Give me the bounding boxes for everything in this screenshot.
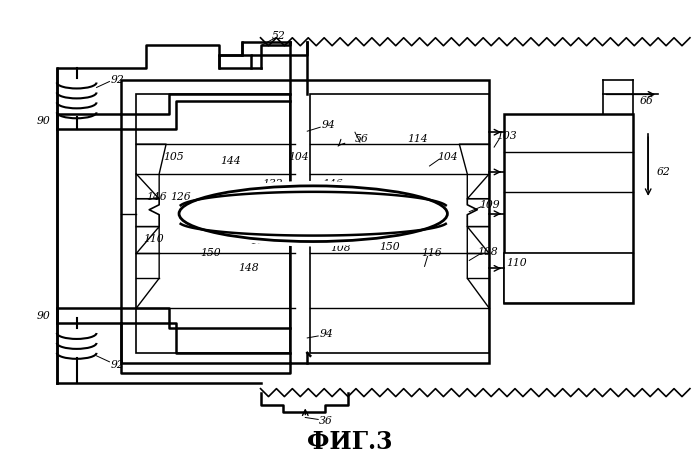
Text: 108: 108 [477,248,498,257]
Text: 105: 105 [163,152,183,162]
Text: 103: 103 [496,131,517,141]
Bar [504,114,633,303]
Text: 114: 114 [408,134,428,144]
Text: 109: 109 [479,200,500,210]
Bar [504,254,633,303]
Text: 150: 150 [380,241,400,251]
Bar [122,80,489,363]
Bar [136,95,290,353]
Text: 56: 56 [355,134,369,144]
Ellipse shape [174,181,452,246]
Text: 110: 110 [507,258,527,268]
Text: 146: 146 [322,179,343,189]
Text: 110: 110 [143,234,164,244]
Text: 104: 104 [288,152,309,162]
Text: 94: 94 [322,120,335,130]
Bar [310,95,489,353]
Text: 92: 92 [110,74,124,85]
Text: 132: 132 [262,179,283,189]
Text: 150: 150 [201,249,221,259]
Text: 128: 128 [212,227,233,237]
Text: 116: 116 [421,249,442,259]
Text: 148: 148 [238,263,259,273]
Text: 146: 146 [146,192,166,202]
Text: 90: 90 [37,116,51,126]
Text: 108: 108 [330,244,350,254]
Text: 62: 62 [656,167,670,177]
Text: 90: 90 [37,311,51,321]
Text: 94: 94 [319,329,333,339]
Ellipse shape [179,186,447,242]
Text: 134: 134 [292,232,312,242]
Text: 144: 144 [220,156,241,166]
Text: 66: 66 [640,96,653,106]
Text: 126: 126 [171,192,192,202]
Text: 92: 92 [110,360,124,370]
Text: 104: 104 [437,152,458,162]
Text: 106: 106 [250,235,271,245]
Text: ФИГ.3: ФИГ.3 [308,430,393,454]
Text: 52: 52 [271,31,285,41]
Text: 36: 36 [319,416,333,426]
